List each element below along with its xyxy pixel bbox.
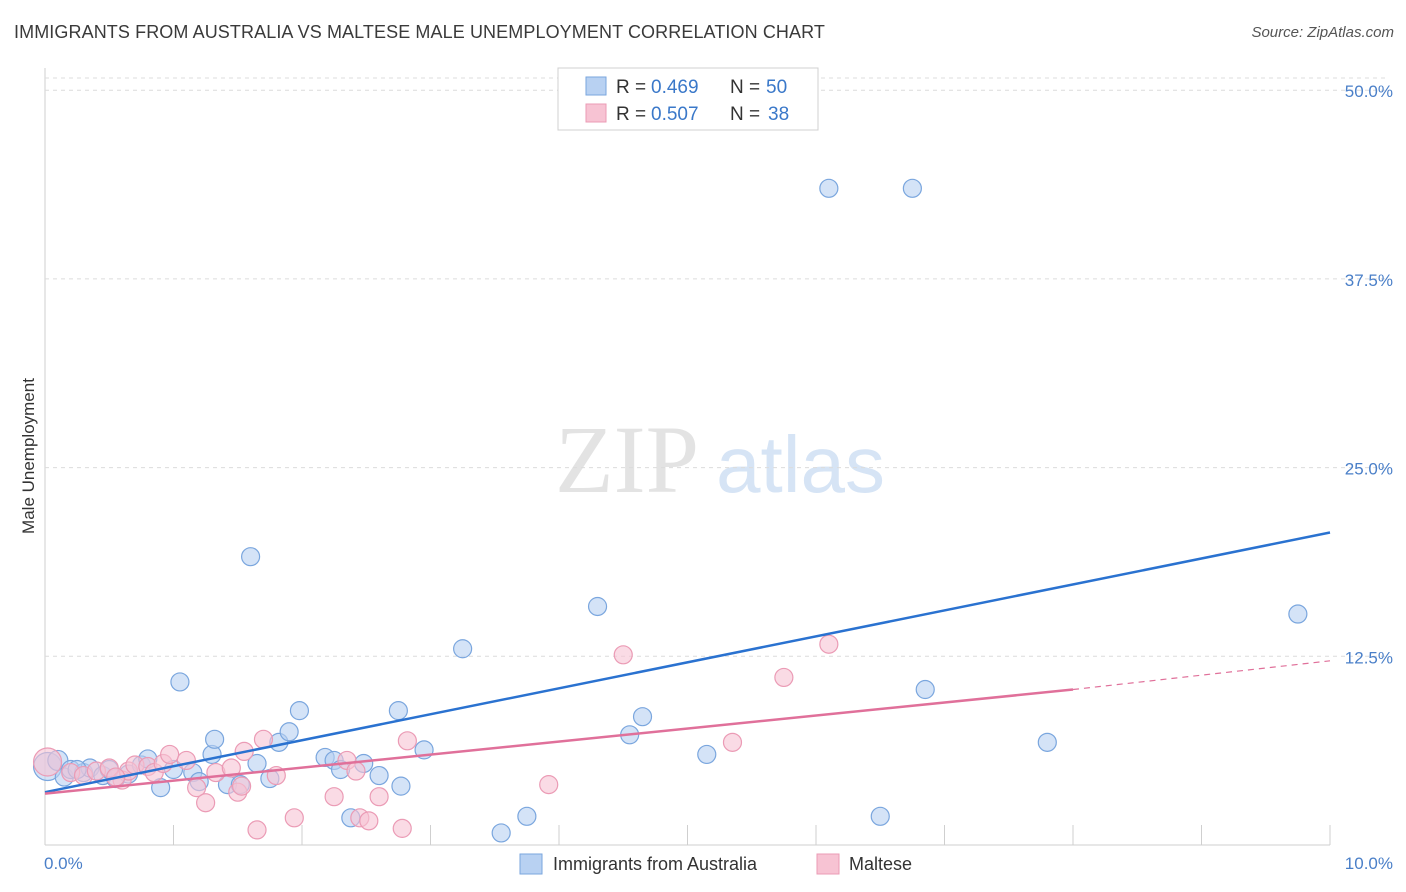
point-australia-20: [241, 547, 261, 567]
y-tick-label-12-5: 12.5%: [1345, 648, 1393, 667]
legend-swatch-blue: [585, 76, 607, 96]
point-australia-46: [1037, 732, 1057, 752]
legend-r-label-blue: R =: [616, 77, 646, 98]
point-maltese-33: [613, 645, 633, 665]
bottom-legend: Immigrants from Australia Maltese: [519, 853, 912, 875]
legend-r-label-pink: R =: [616, 104, 646, 125]
point-maltese-32: [539, 775, 559, 795]
point-australia-41: [697, 744, 717, 765]
point-australia-31: [369, 765, 389, 786]
legend-swatch-pink: [585, 103, 607, 123]
point-australia-35: [453, 639, 473, 659]
y-tick-label-25: 25.0%: [1345, 460, 1393, 479]
point-maltese-35: [774, 667, 794, 688]
point-australia-33: [391, 776, 411, 796]
point-maltese-14: [196, 793, 216, 813]
point-australia-40: [632, 707, 653, 727]
point-maltese-26: [346, 761, 366, 781]
x-ticks: [44, 825, 1331, 845]
point-australia-36: [491, 823, 511, 843]
point-australia-25: [289, 701, 310, 721]
point-australia-43: [902, 178, 922, 198]
bottom-legend-swatch-pink: [816, 853, 840, 875]
legend-n-label-blue: N =: [730, 77, 760, 98]
chart-title: IMMIGRANTS FROM AUSTRALIA VS MALTESE MAL…: [14, 22, 825, 42]
bottom-legend-label-pink: Maltese: [849, 854, 912, 874]
legend: R = 0.469 N = 50 R = 0.507 N = 38: [557, 67, 819, 131]
point-maltese-24: [324, 787, 344, 807]
point-australia-44: [870, 806, 890, 826]
y-tick-label-37-5: 37.5%: [1345, 271, 1393, 290]
point-maltese-36: [819, 634, 839, 654]
point-maltese-18: [232, 776, 252, 796]
point-australia-42: [819, 178, 839, 198]
point-australia-47: [1288, 604, 1308, 624]
point-australia-45: [915, 679, 935, 700]
legend-n-value-blue: 50: [766, 77, 787, 98]
point-maltese-20: [247, 820, 267, 840]
point-maltese-31: [397, 731, 417, 751]
trend-lines: [44, 531, 1331, 795]
point-maltese-28: [359, 811, 379, 831]
point-australia-17: [205, 729, 225, 749]
watermark-atlas: atlas: [716, 420, 885, 509]
trend-line-maltese: [44, 688, 1074, 795]
point-maltese-29: [369, 787, 389, 807]
series-maltese: [32, 634, 839, 840]
legend-r-value-blue: 0.469: [651, 77, 699, 98]
point-australia-38: [587, 596, 608, 617]
y-axis-label: Male Unemployment: [19, 378, 38, 534]
watermark-zip: ZIP: [555, 406, 699, 513]
bottom-legend-swatch-blue: [519, 853, 543, 875]
source-label: Source: ZipAtlas.com: [1251, 24, 1394, 41]
x-tick-label-1: 10.0%: [1345, 854, 1393, 873]
point-australia-13: [170, 672, 190, 692]
legend-n-value-pink: 38: [768, 104, 789, 125]
gridlines: [45, 77, 1385, 657]
point-maltese-0: [32, 747, 63, 777]
trend-line-maltese-extension: [1072, 660, 1331, 691]
point-australia-32: [388, 701, 408, 721]
point-australia-37: [517, 806, 537, 826]
point-maltese-12: [176, 750, 196, 771]
legend-n-label-pink: N =: [730, 104, 760, 125]
trend-line-australia: [44, 531, 1331, 794]
legend-r-value-pink: 0.507: [651, 104, 699, 125]
x-tick-label-0: 0.0%: [44, 854, 83, 873]
point-maltese-23: [284, 808, 304, 828]
point-maltese-30: [392, 818, 412, 838]
bottom-legend-label-blue: Immigrants from Australia: [553, 854, 758, 874]
point-maltese-16: [221, 758, 241, 778]
point-australia-24: [279, 722, 299, 742]
point-maltese-11: [160, 744, 180, 765]
y-tick-label-50: 50.0%: [1345, 82, 1393, 101]
point-maltese-34: [722, 732, 743, 752]
